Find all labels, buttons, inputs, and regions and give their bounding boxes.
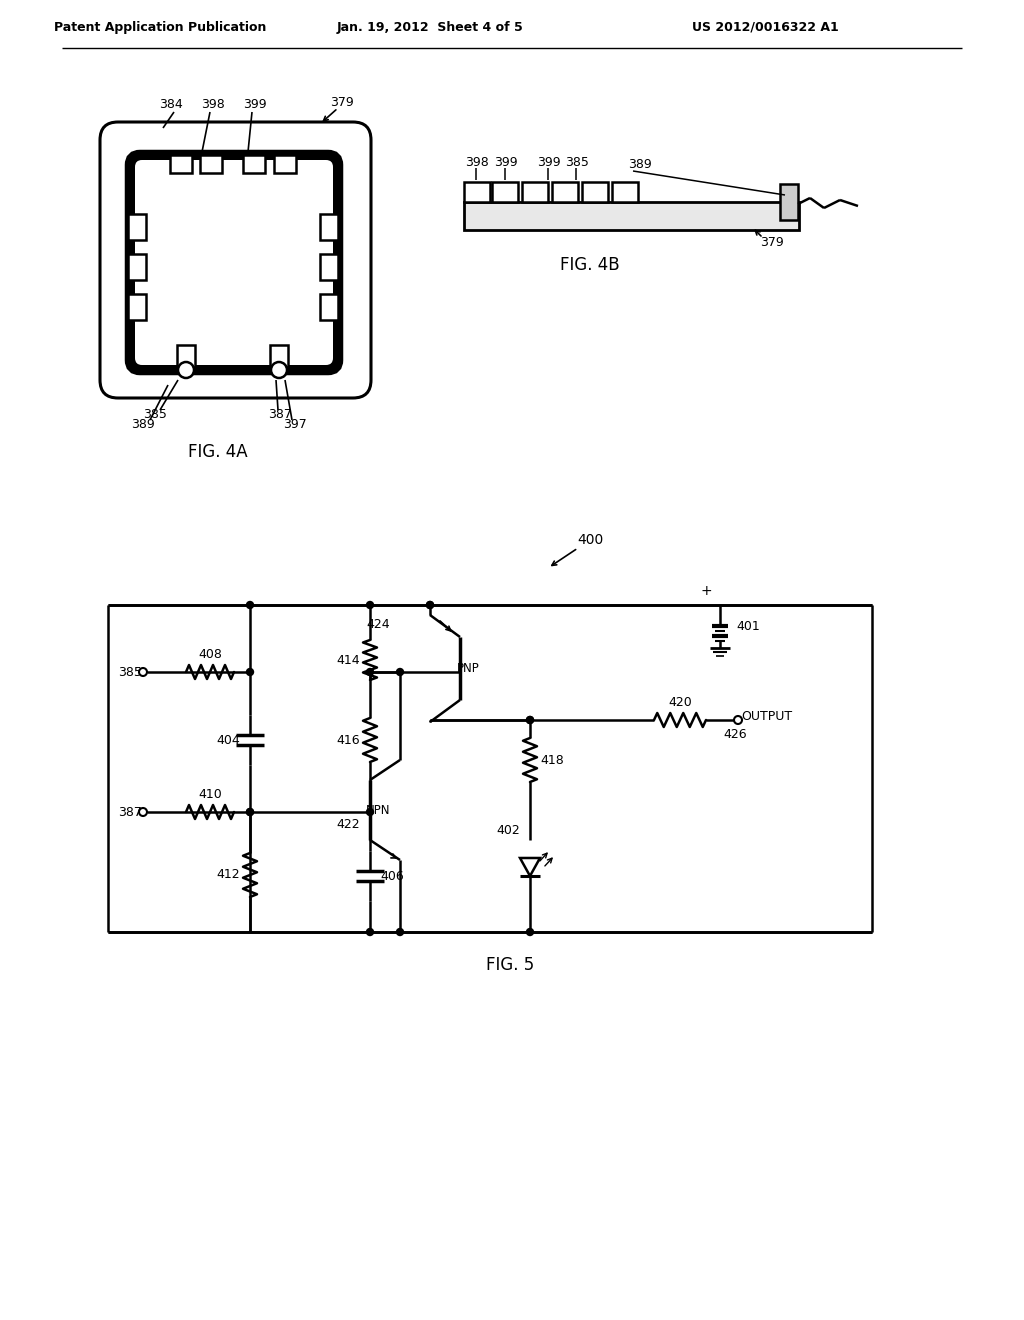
- Text: 412: 412: [216, 869, 240, 882]
- Circle shape: [139, 668, 147, 676]
- Circle shape: [427, 602, 433, 609]
- Bar: [612, 182, 638, 202]
- Text: 410: 410: [198, 788, 222, 801]
- Text: 422: 422: [336, 817, 359, 830]
- Text: 398: 398: [201, 99, 225, 111]
- Bar: [492, 182, 518, 202]
- Circle shape: [396, 928, 403, 936]
- Text: 420: 420: [668, 697, 692, 710]
- FancyBboxPatch shape: [135, 160, 333, 366]
- Text: 399: 399: [538, 156, 561, 169]
- Text: Patent Application Publication: Patent Application Publication: [54, 21, 266, 33]
- FancyBboxPatch shape: [131, 156, 337, 370]
- Bar: [319, 214, 338, 240]
- Bar: [128, 214, 146, 240]
- Text: 387: 387: [268, 408, 292, 421]
- Text: FIG. 4A: FIG. 4A: [188, 444, 248, 461]
- Bar: [552, 182, 578, 202]
- Circle shape: [139, 808, 147, 816]
- Text: 414: 414: [336, 653, 359, 667]
- Text: 379: 379: [330, 95, 354, 108]
- Circle shape: [367, 928, 374, 936]
- Circle shape: [734, 715, 742, 723]
- Bar: [270, 345, 288, 367]
- Text: FIG. 4B: FIG. 4B: [560, 256, 620, 275]
- Circle shape: [247, 808, 254, 816]
- Text: 389: 389: [628, 158, 652, 172]
- Text: US 2012/0016322 A1: US 2012/0016322 A1: [691, 21, 839, 33]
- Bar: [128, 253, 146, 280]
- Text: 400: 400: [577, 533, 603, 546]
- Text: 404: 404: [216, 734, 240, 747]
- Bar: [522, 182, 548, 202]
- Text: NPN: NPN: [366, 804, 390, 817]
- Text: 397: 397: [283, 418, 307, 432]
- Circle shape: [247, 808, 254, 816]
- Text: 398: 398: [465, 156, 488, 169]
- Text: 385: 385: [143, 408, 167, 421]
- Circle shape: [247, 668, 254, 676]
- Circle shape: [396, 668, 403, 676]
- Text: 424: 424: [367, 619, 390, 631]
- Text: PNP: PNP: [457, 663, 479, 676]
- Bar: [274, 154, 296, 173]
- Polygon shape: [520, 858, 540, 876]
- Text: 402: 402: [496, 824, 520, 837]
- Text: 408: 408: [198, 648, 222, 661]
- Text: +: +: [700, 583, 712, 598]
- Circle shape: [367, 808, 374, 816]
- Bar: [582, 182, 608, 202]
- Text: 387: 387: [118, 805, 142, 818]
- Circle shape: [526, 717, 534, 723]
- Circle shape: [367, 602, 374, 609]
- Bar: [319, 294, 338, 319]
- Bar: [464, 202, 799, 230]
- Text: 399: 399: [243, 99, 267, 111]
- Text: 401: 401: [736, 620, 760, 634]
- Circle shape: [427, 602, 433, 609]
- Bar: [200, 154, 222, 173]
- Circle shape: [526, 928, 534, 936]
- Text: FIG. 5: FIG. 5: [485, 956, 535, 974]
- Text: Jan. 19, 2012  Sheet 4 of 5: Jan. 19, 2012 Sheet 4 of 5: [337, 21, 523, 33]
- Circle shape: [367, 668, 374, 676]
- Circle shape: [247, 602, 254, 609]
- Text: OUTPUT: OUTPUT: [741, 710, 793, 723]
- Text: 379: 379: [760, 235, 784, 248]
- Text: 384: 384: [159, 99, 183, 111]
- Bar: [170, 154, 193, 173]
- Circle shape: [526, 717, 534, 723]
- Circle shape: [178, 362, 194, 378]
- Bar: [243, 154, 265, 173]
- Text: 426: 426: [723, 729, 746, 742]
- Bar: [177, 345, 195, 367]
- Text: 389: 389: [131, 418, 155, 432]
- Bar: [128, 294, 146, 319]
- Bar: [319, 253, 338, 280]
- Bar: [464, 182, 490, 202]
- Text: 399: 399: [495, 156, 518, 169]
- Text: 385: 385: [565, 156, 589, 169]
- Circle shape: [271, 362, 287, 378]
- FancyBboxPatch shape: [100, 121, 371, 399]
- Text: 416: 416: [336, 734, 359, 747]
- Bar: [780, 183, 798, 220]
- Text: 418: 418: [540, 754, 564, 767]
- Text: 385: 385: [118, 665, 142, 678]
- Text: 406: 406: [380, 870, 403, 883]
